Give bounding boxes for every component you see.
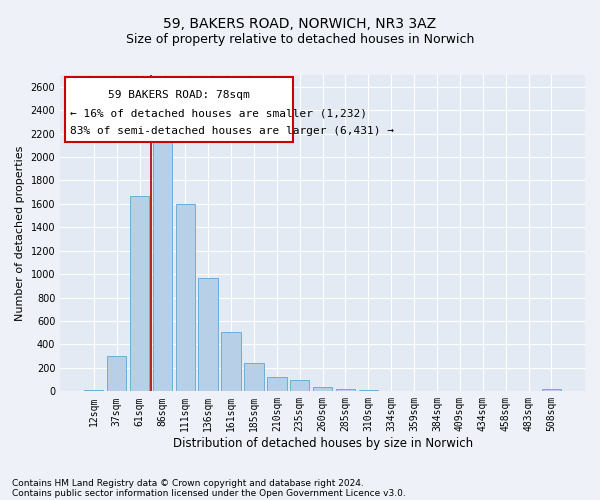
Text: Contains HM Land Registry data © Crown copyright and database right 2024.: Contains HM Land Registry data © Crown c… xyxy=(12,478,364,488)
Bar xyxy=(542,389,561,392)
Bar xyxy=(382,390,401,392)
Bar xyxy=(107,356,127,392)
Text: Size of property relative to detached houses in Norwich: Size of property relative to detached ho… xyxy=(126,32,474,46)
Bar xyxy=(130,196,149,392)
Bar xyxy=(221,332,241,392)
Text: 59 BAKERS ROAD: 78sqm: 59 BAKERS ROAD: 78sqm xyxy=(108,90,250,101)
Bar xyxy=(359,390,378,392)
Bar xyxy=(267,378,287,392)
Bar xyxy=(199,278,218,392)
Bar xyxy=(290,380,310,392)
Bar xyxy=(84,390,103,392)
Text: 59, BAKERS ROAD, NORWICH, NR3 3AZ: 59, BAKERS ROAD, NORWICH, NR3 3AZ xyxy=(163,18,437,32)
Y-axis label: Number of detached properties: Number of detached properties xyxy=(15,146,25,321)
Text: Contains public sector information licensed under the Open Government Licence v3: Contains public sector information licen… xyxy=(12,488,406,498)
X-axis label: Distribution of detached houses by size in Norwich: Distribution of detached houses by size … xyxy=(173,437,473,450)
Text: 83% of semi-detached houses are larger (6,431) →: 83% of semi-detached houses are larger (… xyxy=(70,126,394,136)
Bar xyxy=(244,362,263,392)
Bar xyxy=(313,386,332,392)
Bar xyxy=(152,140,172,392)
FancyBboxPatch shape xyxy=(65,78,293,142)
Text: ← 16% of detached houses are smaller (1,232): ← 16% of detached houses are smaller (1,… xyxy=(70,108,367,118)
Bar xyxy=(336,389,355,392)
Bar xyxy=(176,204,195,392)
